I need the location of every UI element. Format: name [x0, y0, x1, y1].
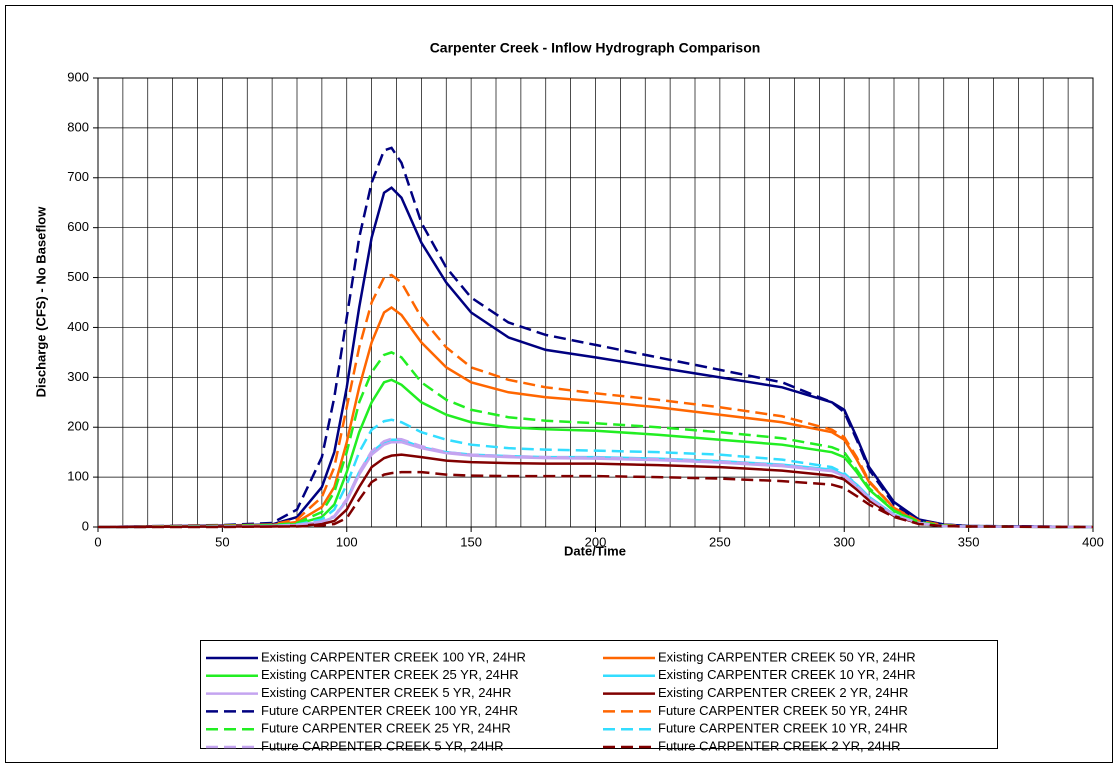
y-tick-label: 700 [67, 169, 89, 184]
y-tick-label: 100 [67, 469, 89, 484]
series-line [97, 453, 1094, 529]
legend-label: Existing CARPENTER CREEK 50 YR, 24HR [658, 649, 916, 664]
x-tick-label: 100 [336, 534, 358, 549]
x-tick-label: 0 [94, 534, 101, 549]
x-tick-label: 150 [460, 534, 482, 549]
x-axis-label: Date/Time [564, 543, 626, 558]
x-tick-label: 400 [1082, 534, 1104, 549]
y-tick-label: 900 [67, 69, 89, 84]
legend-label: Future CARPENTER CREEK 10 YR, 24HR [658, 721, 908, 736]
legend-label: Future CARPENTER CREEK 2 YR, 24HR [658, 738, 901, 753]
legend-label: Future CARPENTER CREEK 25 YR, 24HR [261, 721, 511, 736]
series-line [97, 146, 1094, 529]
series-line [97, 378, 1094, 529]
legend-label: Future CARPENTER CREEK 50 YR, 24HR [658, 703, 908, 718]
legend-label: Existing CARPENTER CREEK 10 YR, 24HR [658, 667, 916, 682]
legend-label: Future CARPENTER CREEK 100 YR, 24HR [261, 703, 518, 718]
x-tick-label: 200 [585, 534, 607, 549]
series-line [97, 351, 1094, 529]
y-tick-label: 600 [67, 219, 89, 234]
legend-label: Existing CARPENTER CREEK 25 YR, 24HR [261, 667, 519, 682]
x-tick-label: 350 [958, 534, 980, 549]
y-tick-label: 200 [67, 419, 89, 434]
y-tick-label: 0 [82, 518, 89, 533]
legend-label: Existing CARPENTER CREEK 5 YR, 24HR [261, 685, 511, 700]
y-axis-label: Discharge (CFS) - No Baseflow [33, 206, 48, 398]
series-line [97, 437, 1094, 529]
y-tick-label: 400 [67, 319, 89, 334]
y-tick-label: 500 [67, 269, 89, 284]
legend-label: Existing CARPENTER CREEK 2 YR, 24HR [658, 685, 908, 700]
plot-border [97, 77, 1094, 528]
legend-box [200, 640, 998, 749]
x-tick-label: 50 [215, 534, 229, 549]
x-tick-label: 300 [833, 534, 855, 549]
chart-title: Carpenter Creek - Inflow Hydrograph Comp… [430, 40, 761, 56]
x-tick-label: 250 [709, 534, 731, 549]
series-line [97, 273, 1094, 529]
legend-label: Existing CARPENTER CREEK 100 YR, 24HR [261, 649, 526, 664]
legend-label: Future CARPENTER CREEK 5 YR, 24HR [261, 738, 504, 753]
y-tick-label: 300 [67, 369, 89, 384]
series-line [98, 470, 1094, 529]
series-line [97, 186, 1094, 529]
y-tick-label: 800 [67, 119, 89, 134]
